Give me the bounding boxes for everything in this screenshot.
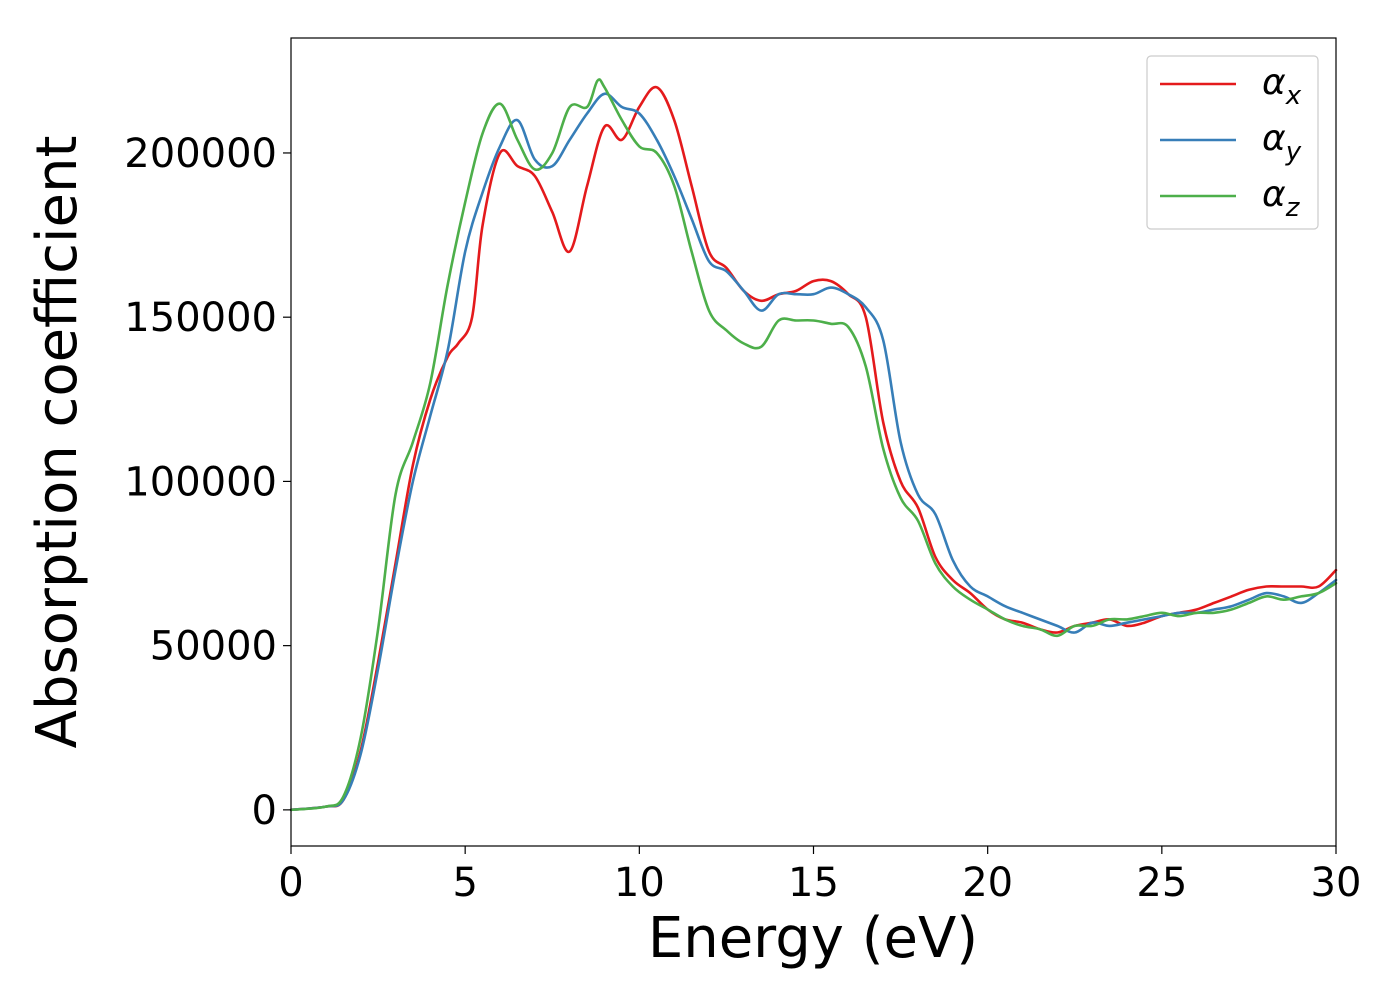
legend-box — [1146, 55, 1319, 230]
y-axis-ticks: 0 50000 100000 150000 200000 — [124, 131, 291, 834]
x-tick-label: 30 — [1311, 860, 1362, 906]
series-line-z — [289, 78, 1338, 812]
y-tick-label: 0 — [252, 788, 277, 834]
y-tick-label: 50000 — [150, 624, 277, 670]
y-tick-label: 200000 — [124, 131, 277, 177]
x-axis-ticks: 0 5 10 15 20 25 30 — [278, 846, 1361, 906]
x-tick-label: 25 — [1136, 860, 1187, 906]
x-tick-label: 20 — [962, 860, 1013, 906]
y-axis-title: Absorption coefficient — [25, 136, 90, 749]
y-tick-label: 100000 — [124, 459, 277, 505]
series-line-y — [289, 92, 1338, 812]
x-tick-label: 0 — [278, 860, 303, 906]
x-tick-label: 5 — [452, 860, 477, 906]
x-tick-label: 10 — [614, 860, 665, 906]
series-layer — [289, 78, 1338, 812]
y-tick-label: 150000 — [124, 295, 277, 341]
x-axis-title: Energy (eV) — [648, 906, 978, 971]
x-tick-label: 15 — [788, 860, 839, 906]
